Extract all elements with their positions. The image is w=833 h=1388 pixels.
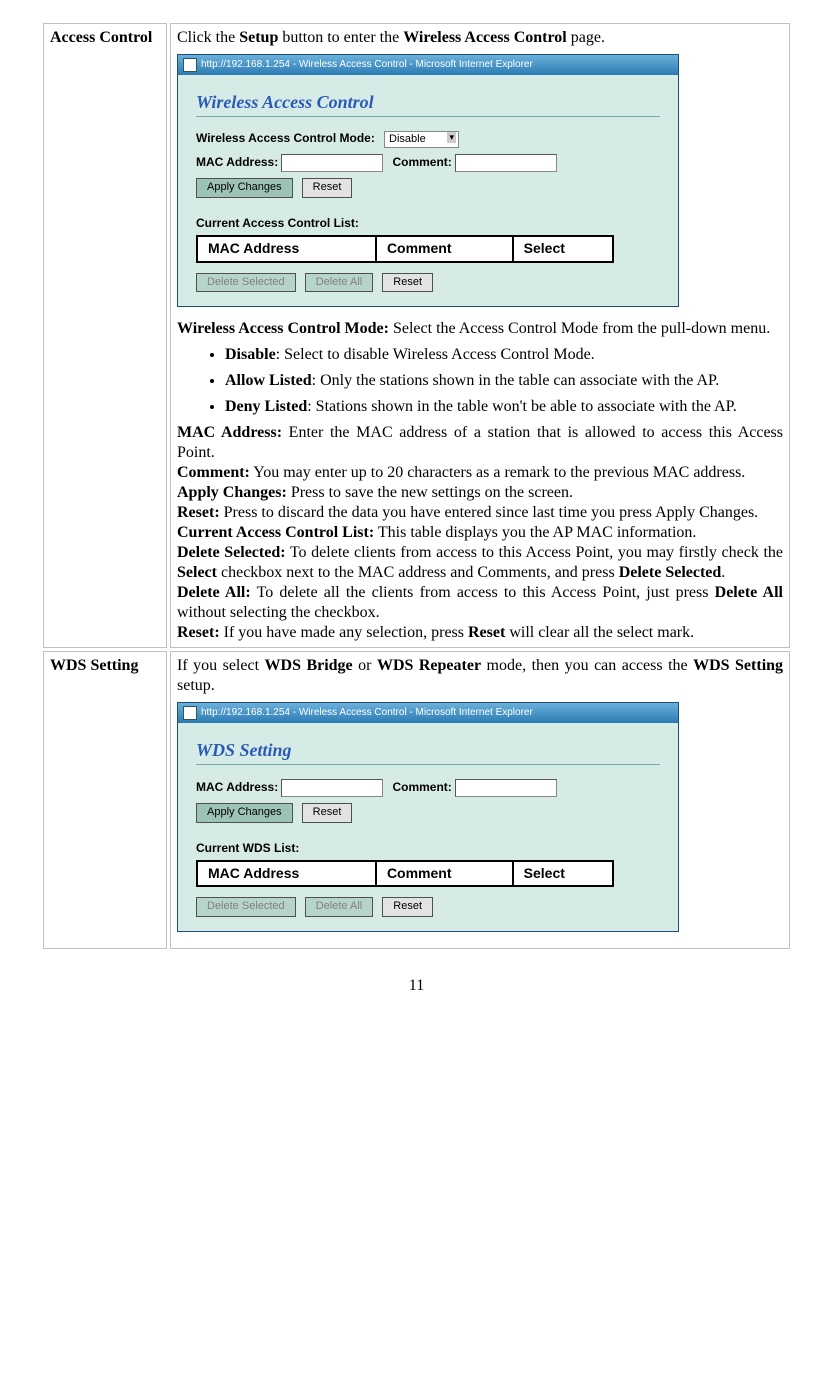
title-bar: http://192.168.1.254 - Wireless Access C… (178, 703, 678, 723)
doc-table: Access Control Click the Setup button to… (40, 20, 793, 952)
intro-line: If you select WDS Bridge or WDS Repeater… (177, 656, 783, 696)
comment-label: Comment: (392, 780, 451, 795)
mode-label: Wireless Access Control Mode: (196, 131, 375, 146)
col-comment: Comment (376, 861, 513, 887)
row-label: WDS Setting (43, 651, 167, 949)
desc-delsel: Delete Selected: To delete clients from … (177, 543, 783, 583)
apply-changes-button[interactable]: Apply Changes (196, 178, 293, 198)
desc-mac: MAC Address: Enter the MAC address of a … (177, 423, 783, 463)
mac-input[interactable] (281, 154, 383, 172)
comment-input[interactable] (455, 779, 557, 797)
comment-input[interactable] (455, 154, 557, 172)
col-select: Select (513, 861, 613, 887)
window-title: http://192.168.1.254 - Wireless Access C… (201, 59, 533, 72)
col-mac: MAC Address (197, 236, 376, 262)
acl-table: MAC Address Comment Select (196, 235, 614, 263)
col-comment: Comment (376, 236, 513, 262)
col-mac: MAC Address (197, 861, 376, 887)
delete-all-button[interactable]: Delete All (305, 273, 373, 293)
delete-all-button[interactable]: Delete All (305, 897, 373, 917)
wds-table: MAC Address Comment Select (196, 860, 614, 888)
col-select: Select (513, 236, 613, 262)
comment-label: Comment: (392, 155, 451, 170)
mode-bullets: Disable: Select to disable Wireless Acce… (177, 345, 783, 417)
ie-icon (183, 706, 197, 720)
bullet-disable: Disable: Select to disable Wireless Acce… (225, 345, 783, 365)
mode-select[interactable]: Disable (384, 131, 459, 149)
ie-icon (183, 58, 197, 72)
wds-setting-row: WDS Setting If you select WDS Bridge or … (43, 651, 790, 949)
reset-button[interactable]: Reset (302, 178, 353, 198)
delete-selected-button[interactable]: Delete Selected (196, 273, 296, 293)
desc-reset2: Reset: If you have made any selection, p… (177, 623, 783, 643)
window-title: http://192.168.1.254 - Wireless Access C… (201, 707, 533, 720)
page-heading: Wireless Access Control (196, 85, 660, 117)
row-label: Access Control (43, 23, 167, 648)
apply-changes-button[interactable]: Apply Changes (196, 803, 293, 823)
list-label: Current WDS List: (196, 841, 660, 856)
mac-input[interactable] (281, 779, 383, 797)
access-control-row: Access Control Click the Setup button to… (43, 23, 790, 648)
page-heading: WDS Setting (196, 733, 660, 765)
desc-reset: Reset: Press to discard the data you hav… (177, 503, 783, 523)
bullet-allow: Allow Listed: Only the stations shown in… (225, 371, 783, 391)
mac-label: MAC Address: (196, 155, 278, 170)
mac-label: MAC Address: (196, 780, 278, 795)
desc-delall: Delete All: To delete all the clients fr… (177, 583, 783, 623)
bullet-deny: Deny Listed: Stations shown in the table… (225, 397, 783, 417)
delete-selected-button[interactable]: Delete Selected (196, 897, 296, 917)
reset-button[interactable]: Reset (302, 803, 353, 823)
row-content: Click the Setup button to enter the Wire… (170, 23, 790, 648)
reset2-button[interactable]: Reset (382, 897, 433, 917)
desc-list: Current Access Control List: This table … (177, 523, 783, 543)
row-content: If you select WDS Bridge or WDS Repeater… (170, 651, 790, 949)
reset2-button[interactable]: Reset (382, 273, 433, 293)
page-number: 11 (40, 976, 793, 996)
desc-apply: Apply Changes: Press to save the new set… (177, 483, 783, 503)
list-label: Current Access Control List: (196, 216, 660, 231)
title-bar: http://192.168.1.254 - Wireless Access C… (178, 55, 678, 75)
wds-window: http://192.168.1.254 - Wireless Access C… (177, 702, 679, 932)
wac-window: http://192.168.1.254 - Wireless Access C… (177, 54, 679, 307)
desc-mode: Wireless Access Control Mode: Select the… (177, 319, 783, 339)
desc-comment: Comment: You may enter up to 20 characte… (177, 463, 783, 483)
intro-line: Click the Setup button to enter the Wire… (177, 28, 783, 48)
